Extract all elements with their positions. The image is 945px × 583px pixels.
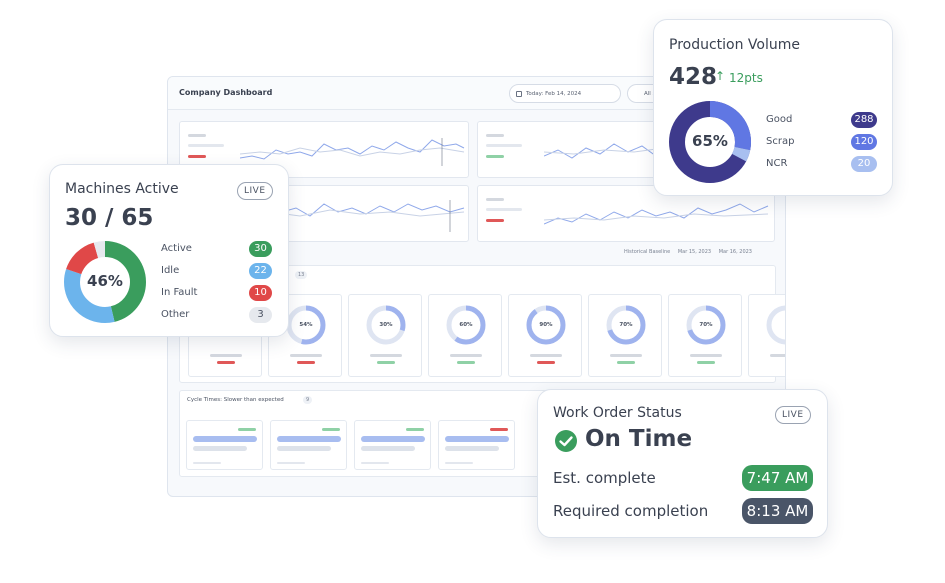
machines-percent: 46%: [87, 272, 123, 290]
chart-legend: Historical Baseline Mar 15, 2023 Mar 16,…: [618, 249, 752, 255]
gauge-card[interactable]: 70%: [668, 294, 742, 377]
filter-label: All s: [644, 91, 656, 97]
gauge-ring: [686, 305, 726, 345]
gauge-panel: 13 54% 30% 60% 90% 70% 70%: [179, 265, 785, 383]
fault-count-badge: 10: [249, 285, 272, 301]
legend-good: Good: [766, 114, 793, 125]
good-count-badge: 288: [851, 112, 877, 128]
live-badge: LIVE: [775, 406, 811, 424]
gauge-card[interactable]: [748, 294, 785, 377]
gauge-value: 54%: [299, 322, 313, 328]
donut-segment-idle: [64, 241, 146, 323]
dashboard-title: Company Dashboard: [179, 88, 273, 97]
est-complete-label: Est. complete: [553, 469, 656, 487]
legend-active: Active: [161, 243, 192, 254]
calendar-icon: [516, 91, 522, 97]
gauge-ring: [286, 305, 326, 345]
production-change: 12pts: [729, 71, 763, 85]
gauge-card[interactable]: 70%: [588, 294, 662, 377]
est-complete-time: 7:47 AM: [742, 465, 813, 491]
date-picker[interactable]: Today: Feb 14, 2024: [509, 84, 621, 103]
machines-title: Machines Active: [65, 181, 179, 197]
required-completion-label: Required completion: [553, 502, 709, 520]
work-order-status: On Time: [585, 426, 693, 452]
production-value: 428: [669, 64, 718, 90]
production-title: Production Volume: [669, 37, 801, 53]
arrow-up-icon: ↑: [715, 69, 726, 83]
gauge-ring: [606, 305, 646, 345]
gauge-count-badge: 13: [295, 271, 308, 279]
production-percent: 65%: [692, 132, 728, 150]
date-label: Today: Feb 14, 2024: [526, 91, 582, 97]
machines-donut: [64, 241, 146, 323]
cycle-card[interactable]: [438, 420, 515, 470]
cycle-card[interactable]: [354, 420, 431, 470]
idle-count-badge: 22: [249, 263, 272, 279]
legend-date-2: Mar 16, 2023: [718, 249, 752, 255]
trend-sparkline: [544, 203, 769, 225]
scrap-count-badge: 120: [851, 134, 877, 150]
gauge-value: 60%: [459, 322, 473, 328]
cycle-card[interactable]: [270, 420, 347, 470]
live-badge: LIVE: [237, 182, 273, 200]
work-order-status-card[interactable]: Work Order Status LIVE On Time Est. comp…: [537, 389, 828, 538]
active-count-badge: 30: [249, 241, 272, 257]
legend-idle: Idle: [161, 265, 180, 276]
gauge-ring: [526, 305, 566, 345]
check-circle-icon: [555, 430, 577, 452]
legend-baseline: Historical Baseline: [624, 249, 671, 255]
other-count-badge: 3: [249, 307, 272, 323]
legend-scrap: Scrap: [766, 136, 795, 147]
machines-active-card[interactable]: Machines Active LIVE 30 / 65 46% Active …: [49, 164, 289, 337]
gauge-value: 90%: [539, 322, 553, 328]
donut-segment-other: [64, 241, 146, 323]
production-donut: [669, 101, 751, 183]
gauge-value: 70%: [699, 322, 713, 328]
gauge-ring: [366, 305, 406, 345]
legend-other: Other: [161, 309, 190, 320]
legend-in-fault: In Fault: [161, 287, 198, 298]
gauge-ring: [446, 305, 486, 345]
gauge-card[interactable]: 60%: [428, 294, 502, 377]
gauge-card[interactable]: 90%: [508, 294, 582, 377]
cycle-card[interactable]: [186, 420, 263, 470]
ncr-count-badge: 20: [851, 156, 877, 172]
required-completion-time: 8:13 AM: [742, 498, 813, 524]
legend-date-1: Mar 15, 2023: [677, 249, 712, 255]
machines-value: 30 / 65: [65, 205, 154, 231]
production-volume-card[interactable]: Production Volume 428 ↑ 12pts 65% Good S…: [653, 19, 893, 196]
gauge-value: 30%: [379, 322, 393, 328]
legend-ncr: NCR: [766, 158, 788, 169]
gauge-card[interactable]: 30%: [348, 294, 422, 377]
cycle-count-badge: 9: [303, 396, 313, 404]
cycle-times-title: Cycle Times: Slower than expected: [187, 397, 284, 403]
trend-sparkline: [240, 138, 465, 166]
work-order-title: Work Order Status: [553, 405, 682, 421]
gauge-value: 70%: [619, 322, 633, 328]
